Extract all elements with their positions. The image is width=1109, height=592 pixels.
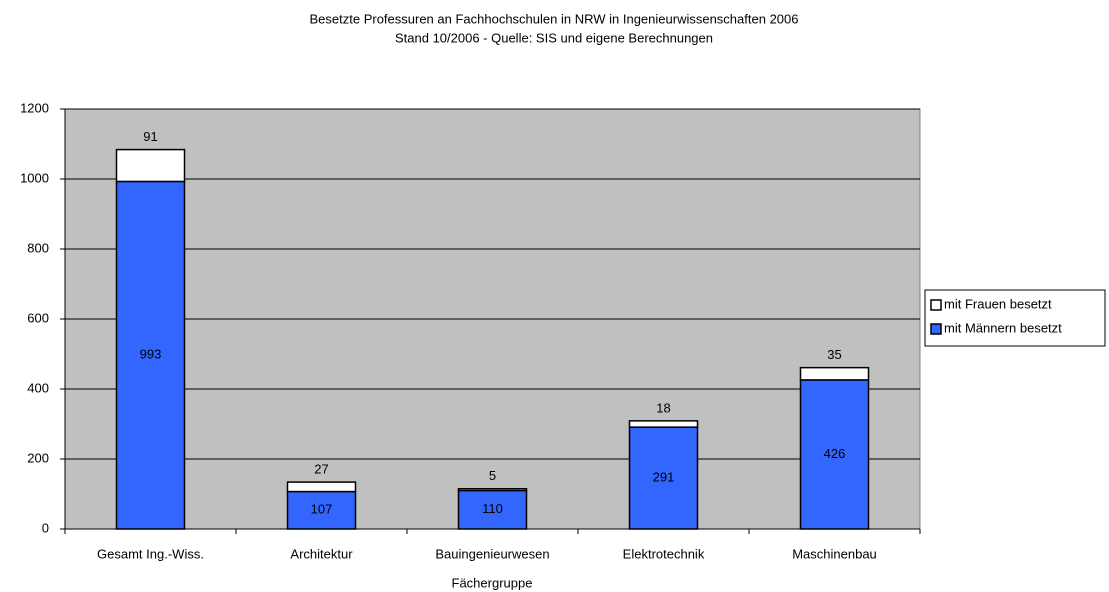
y-tick-label: 600: [27, 310, 49, 325]
x-tick-label: Architektur: [290, 546, 353, 561]
y-tick-label: 1200: [20, 100, 49, 115]
bar-segment: [799, 366, 870, 381]
y-tick-label: 1000: [20, 170, 49, 185]
y-tick-label: 400: [27, 380, 49, 395]
bar-segment: [115, 148, 186, 183]
legend-frame: [924, 289, 1106, 347]
bar-segment: [286, 481, 357, 493]
x-tick-label: Elektrotechnik: [623, 546, 705, 561]
y-tick-label: 0: [42, 520, 49, 535]
bar-segment: [457, 489, 528, 530]
bar-segment: [457, 488, 528, 492]
legend-label: mit Frauen besetzt: [944, 296, 1052, 311]
data-label: 91: [143, 129, 157, 144]
data-label: 35: [827, 347, 841, 362]
bar-segment: [628, 426, 699, 530]
bar-segment: [799, 379, 870, 530]
x-axis-label: Fächergruppe: [452, 575, 533, 590]
chart-title: Besetzte Professuren an Fachhochschulen …: [310, 11, 799, 26]
x-tick-label: Maschinenbau: [792, 546, 877, 561]
data-label: 27: [314, 462, 328, 477]
y-tick-label: 800: [27, 240, 49, 255]
legend-swatch: [930, 323, 942, 335]
legend-label: mit Männern besetzt: [944, 320, 1062, 335]
x-tick-label: Bauingenieurwesen: [435, 546, 549, 561]
y-tick-label: 200: [27, 450, 49, 465]
data-label: 18: [656, 400, 670, 415]
data-label: 5: [489, 468, 496, 483]
data-label: 993: [140, 347, 162, 362]
legend-swatch: [930, 299, 942, 311]
data-label: 107: [311, 502, 333, 517]
data-label: 426: [824, 446, 846, 461]
data-label: 291: [653, 470, 675, 485]
chart-subtitle: Stand 10/2006 - Quelle: SIS und eigene B…: [395, 30, 713, 45]
bar-segment: [115, 180, 186, 530]
data-label: 110: [482, 501, 503, 516]
bar-segment: [628, 420, 699, 428]
x-tick-label: Gesamt Ing.-Wiss.: [97, 546, 204, 561]
